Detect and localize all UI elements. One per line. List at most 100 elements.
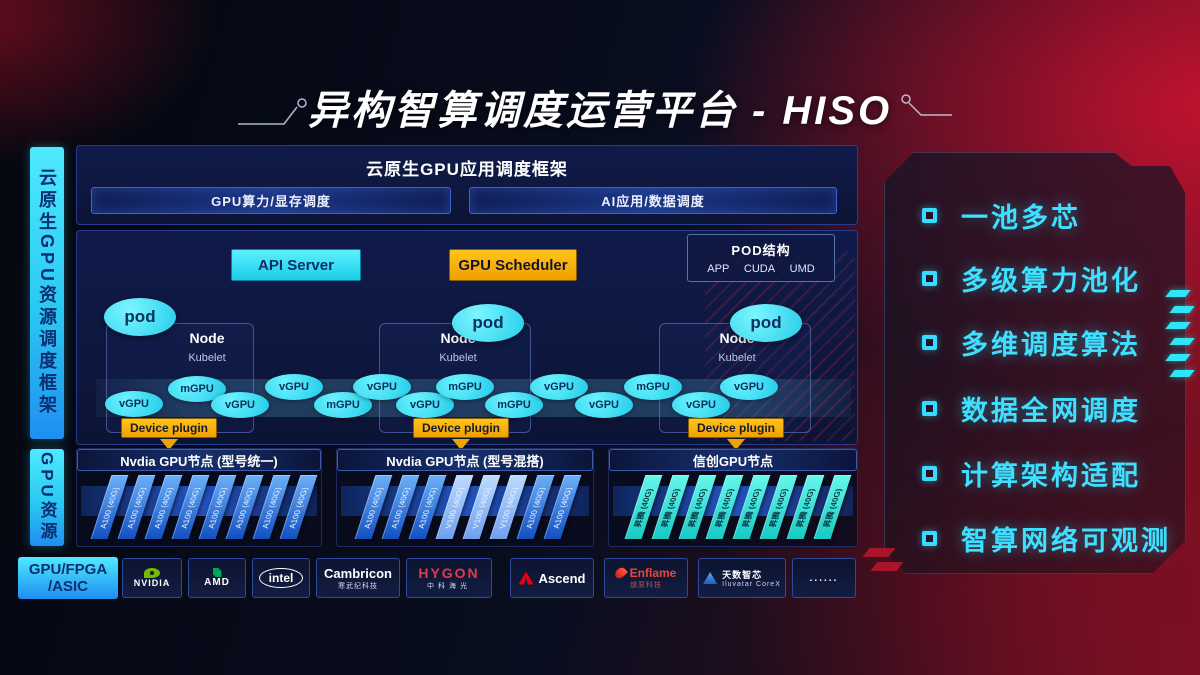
gpu-card-label: A100 (40G) — [206, 486, 230, 529]
page-title: 异构智算调度运营平台 - HISO — [307, 89, 893, 133]
gpu-card-label: A100 (40G) — [551, 486, 575, 529]
feature-label: 计算架构适配 — [961, 461, 1141, 491]
vendor-intel: intel — [252, 558, 310, 598]
gpu-card-label: A100 (40G) — [362, 486, 386, 529]
vendor-nvidia: NVIDIA — [122, 558, 182, 598]
pod-structure-item-umd: UMD — [789, 263, 815, 275]
square-bullet-icon — [922, 466, 937, 481]
vendor-name: Ascend — [538, 570, 586, 586]
scheduling-panel: API Server GPU Scheduler POD结构 APP CUDA … — [76, 230, 858, 450]
gpu-card-label: A100 (40G) — [152, 486, 176, 529]
pod-ellipse-2: pod — [452, 304, 524, 342]
cyan-stripe-decor — [1169, 370, 1195, 377]
feature-label: 数据全网调度 — [961, 396, 1141, 426]
gpu-card-label: A100 (40G) — [260, 486, 284, 529]
vgpu-ellipse: vGPU — [672, 392, 730, 418]
gpu-card-label: 昇腾 (40G) — [687, 488, 709, 527]
vendor-amd: AMD — [188, 558, 246, 598]
vendor-iluvatar: 天数智芯 Iluvatar CoreX — [698, 558, 786, 598]
vgpu-ellipse: vGPU — [105, 391, 163, 417]
cyan-stripe-decor — [1169, 306, 1195, 313]
vgpu-ellipse: vGPU — [353, 374, 411, 400]
pod-structure-item-cuda: CUDA — [743, 263, 776, 275]
sidebar-gpu-fpga-asic: GPU/FPGA /ASIC — [18, 557, 118, 599]
feature-label: 多级算力池化 — [961, 266, 1141, 296]
amd-square-icon — [212, 568, 222, 577]
api-server-box: API Server — [231, 249, 361, 281]
pod-ellipse-1: pod — [104, 298, 176, 336]
feature-label: 智算网络可观测 — [961, 526, 1171, 556]
feature-item-4: 数据全网调度 — [922, 389, 1141, 428]
vgpu-ellipse: vGPU — [530, 374, 588, 400]
vendor-name: 天数智芯 — [722, 570, 763, 580]
vendor-more: ...... — [792, 558, 856, 598]
cyan-stripe-decor — [1165, 290, 1191, 297]
vendor-enflame: Enflame 燧原科技 — [604, 558, 688, 598]
gpu-card-label: V100 (40G) — [443, 486, 467, 529]
pod-structure-title: POD结构 — [731, 243, 791, 258]
vendor-subname: Iluvatar CoreX — [722, 581, 781, 588]
gpu-card-label: 昇腾 (40G) — [633, 488, 655, 527]
gpu-scheduler-box: GPU Scheduler — [449, 249, 577, 281]
device-plugin-arrow-icon — [452, 439, 470, 450]
feature-item-6: 智算网络可观测 — [922, 519, 1171, 558]
gpu-card-label: A100 (40G) — [524, 486, 548, 529]
gpu-card-label: A100 (40G) — [287, 486, 311, 529]
square-bullet-icon — [922, 208, 937, 223]
gpu-card-label: A100 (40G) — [416, 486, 440, 529]
vendor-name: Cambricon — [324, 565, 392, 581]
device-plugin-arrow-icon — [160, 439, 178, 450]
gpu-card-label: 昇腾 (40G) — [660, 488, 682, 527]
intel-oval-icon: intel — [258, 568, 304, 588]
vendor-name: Enflame — [629, 566, 677, 580]
node-1-label: Node — [189, 330, 225, 346]
gpu-card-label: A100 (40G) — [233, 486, 257, 529]
gpu-card-label: 昇腾 (40G) — [795, 488, 817, 527]
nvidia-eye-icon — [144, 568, 160, 578]
feature-item-5: 计算架构适配 — [922, 454, 1141, 493]
gpu-card-label: A100 (40G) — [179, 486, 203, 529]
device-plugin-box-2: Device plugin — [413, 418, 509, 438]
vgpu-ellipse: vGPU — [720, 374, 778, 400]
enflame-flame-icon — [612, 565, 628, 581]
square-bullet-icon — [922, 401, 937, 416]
gpu-card-label: V100 (40G) — [470, 486, 494, 529]
vendor-subname: 中科海光 — [427, 583, 471, 590]
device-plugin-arrow-icon — [727, 439, 745, 450]
cyan-stripe-decor — [1169, 338, 1195, 345]
sidebar-cloud-native-gpu-framework: 云原生GPU资源调度框架 — [30, 147, 64, 439]
mgpu-ellipse: mGPU — [485, 392, 543, 418]
feature-item-1: 一池多芯 — [922, 196, 1081, 235]
nvidia-uniform-gpu-section: Nvdia GPU节点 (型号统一) A100 (40G) A100 (40G)… — [76, 448, 322, 547]
device-plugin-box-1: Device plugin — [121, 418, 217, 438]
gpu-card-label: 昇腾 (40G) — [741, 488, 763, 527]
node-1-kubelet-label: Kubelet — [188, 352, 226, 364]
mgpu-ellipse: mGPU — [168, 376, 226, 402]
gpu-card-label: A100 (40G) — [125, 486, 149, 529]
vendor-name: NVIDIA — [133, 578, 171, 588]
nvidia-uniform-section-title: Nvdia GPU节点 (型号统一) — [77, 449, 321, 471]
vendor-name: ...... — [809, 572, 839, 584]
feature-item-3: 多维调度算法 — [922, 323, 1141, 362]
ai-app-data-scheduling-bar: AI应用/数据调度 — [469, 187, 837, 214]
mgpu-ellipse: mGPU — [436, 374, 494, 400]
vendor-ascend: Ascend — [510, 558, 594, 598]
feature-label: 一池多芯 — [961, 203, 1081, 233]
square-bullet-icon — [922, 531, 937, 546]
gpu-card-label: 昇腾 (40G) — [768, 488, 790, 527]
feature-label: 多维调度算法 — [961, 330, 1141, 360]
device-plugin-box-3: Device plugin — [688, 418, 784, 438]
square-bullet-icon — [922, 271, 937, 286]
gpu-card-label: A100 (40G) — [389, 486, 413, 529]
pod-ellipse-3: pod — [730, 304, 802, 342]
vendor-subname: 寒武纪科技 — [338, 582, 378, 590]
red-stripe-decor — [870, 562, 904, 571]
vendor-name: AMD — [204, 577, 230, 588]
mgpu-ellipse: mGPU — [624, 374, 682, 400]
gpu-fpga-label-line1: GPU/FPGA — [28, 560, 108, 578]
cloud-native-framework-panel: 云原生GPU应用调度框架 GPU算力/显存调度 AI应用/数据调度 — [76, 145, 858, 225]
cyan-stripe-decor — [1165, 354, 1191, 361]
nvidia-mixed-gpu-section: Nvdia GPU节点 (型号混搭) A100 (40G) A100 (40G)… — [336, 448, 594, 547]
gpu-compute-memory-scheduling-bar: GPU算力/显存调度 — [91, 187, 451, 214]
xinchuang-section-title: 信创GPU节点 — [609, 449, 857, 471]
